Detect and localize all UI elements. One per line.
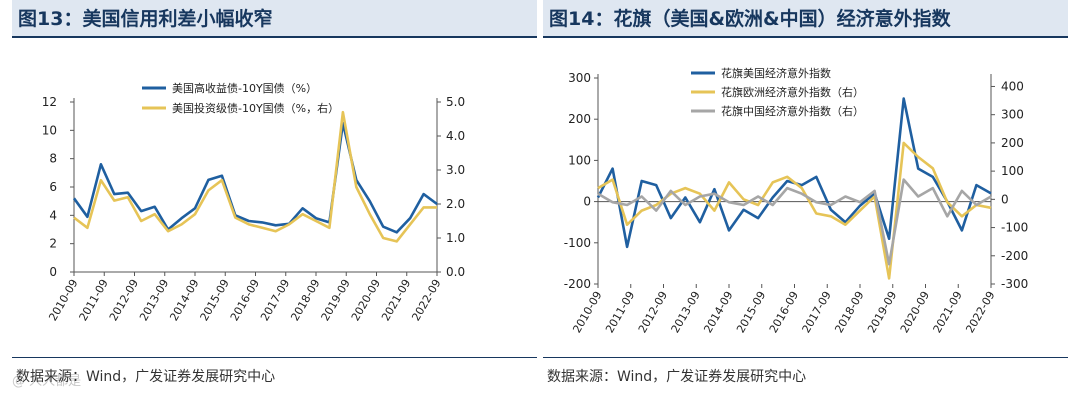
legend-label: 花旗美国经济意外指数 [721,66,831,80]
x-tick-label: 2019-09 [865,289,899,335]
legend-label: 美国投资级债-10Y国债（%，右） [172,101,339,115]
x-tick-label: 2022-09 [963,289,997,335]
x-tick-label: 2013-09 [669,289,703,335]
x-tick-label: 2014-09 [167,277,201,323]
x-tick-label: 2012-09 [107,277,141,323]
y-tick-label-left: 12 [42,95,57,109]
y-tick-label-right: 4.0 [446,129,465,143]
y-tick-label-left: 10 [42,123,57,137]
x-tick-label: 2010-09 [570,289,604,335]
y-tick-label-left: 4 [49,208,57,222]
x-tick-label: 2020-09 [898,289,932,335]
x-tick-label: 2012-09 [636,289,670,335]
y-tick-label-left: 8 [49,152,57,166]
x-tick-label: 2013-09 [137,277,171,323]
watermark-text: @ 人人都是 [12,374,82,389]
x-tick-label: 2018-09 [832,289,866,335]
x-tick-label: 2016-09 [767,289,801,335]
y-tick-label-left: 100 [568,153,591,167]
x-tick-label: 2017-09 [800,289,834,335]
series-line [72,122,438,234]
x-tick-label: 2021-09 [931,289,965,335]
y-tick-label-right: -300 [1001,277,1028,291]
x-tick-label: 2019-09 [319,277,353,323]
legend-label: 花旗欧洲经济意外指数（右） [721,85,864,99]
chart-panel-left: 图13：美国信用利差小幅收窄 0 2 4 6 8 10 12 0.0 1.0 2.0 3.0 4.0 5… [12,0,537,401]
series-line [73,110,437,243]
y-tick-label-left: 0 [49,265,57,279]
x-tick-label: 2018-09 [288,277,322,323]
chart-title: 图14：花旗（美国&欧洲&中国）经济意外指数 [543,0,1068,38]
y-tick-label-right: 100 [1001,164,1024,178]
x-tick-label: 2016-09 [228,277,262,323]
y-tick-label-right: 400 [1001,79,1024,93]
y-tick-label-left: 300 [568,71,591,85]
y-tick-label-right: 0.0 [446,265,465,279]
legend-label: 花旗中国经济意外指数（右） [721,104,864,118]
y-tick-label-left: 200 [568,112,591,126]
x-tick-label: 2021-09 [379,277,413,323]
y-tick-label-left: 6 [49,180,57,194]
x-tick-label: 2011-09 [603,289,637,335]
y-tick-label-left: 0 [583,195,591,209]
x-tick-label: 2015-09 [734,289,768,335]
data-source: 数据来源：Wind，广发证券发展研究中心 [547,369,807,385]
legend-label: 美国高收益债-10Y国债（%） [172,81,317,95]
series-line [596,97,992,249]
y-tick-label-right: 5.0 [446,95,465,109]
y-tick-label-right: -200 [1001,249,1028,263]
x-tick-label: 2017-09 [258,277,292,323]
x-tick-label: 2020-09 [349,277,383,323]
x-tick-label: 2014-09 [701,289,735,335]
x-tick-label: 2010-09 [46,277,80,323]
data-source: 数据来源：Wind，广发证券发展研究中心 [16,369,276,385]
x-tick-label: 2015-09 [198,277,232,323]
y-tick-label-right: 2.0 [446,197,465,211]
y-tick-label-left: -100 [564,236,591,250]
y-tick-label-left: 2 [49,237,57,251]
chart-svg-right: -200 -100 0 100 200 300 -300 -200 -100 0 100 200 300… [564,66,1028,335]
y-tick-label-right: 200 [1001,136,1024,150]
y-tick-label-right: 1.0 [446,231,465,245]
y-tick-label-right: 300 [1001,108,1024,122]
series-line [597,178,992,266]
chart-title: 图13：美国信用利差小幅收窄 [12,0,537,38]
x-tick-label: 2022-09 [409,277,443,323]
y-tick-label-left: -200 [564,277,591,291]
chart-panel-right: 图14：花旗（美国&欧洲&中国）经济意外指数 -200 -100 0 100 200 30… [543,0,1068,401]
chart-svg-left: 0 2 4 6 8 10 12 0.0 1.0 2.0 3.0 4.0 5.0 2010-092011-0… [42,81,465,323]
x-tick-label: 2011-09 [77,277,111,323]
source-divider [543,357,1068,358]
y-tick-label-right: 3.0 [446,163,465,177]
y-tick-label-right: -100 [1001,221,1028,235]
y-tick-label-right: 0 [1001,192,1009,206]
source-divider [12,357,537,358]
